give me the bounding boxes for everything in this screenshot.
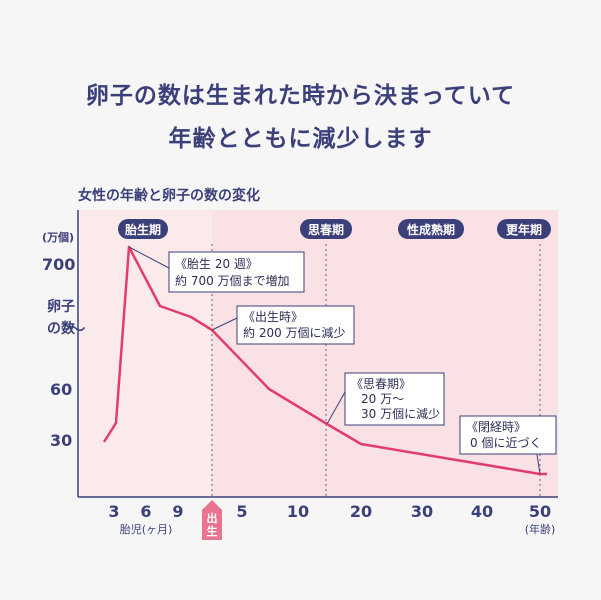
x-tick-label: 50 bbox=[529, 502, 551, 521]
stage-badge-label: 思春期 bbox=[308, 222, 344, 237]
birth-label: 出生 bbox=[207, 511, 218, 538]
annotation-birth: 《出生時》 約 200 万個に減少 bbox=[236, 305, 355, 345]
y-tick-label: 60 bbox=[50, 380, 72, 399]
x-tick-label: 10 bbox=[287, 502, 309, 521]
axis-break-icon: 〜 bbox=[66, 317, 86, 341]
annotation-line: 0 個に近づく bbox=[470, 436, 541, 450]
birth-marker: 出生 bbox=[202, 500, 222, 540]
leader-line bbox=[128, 246, 170, 269]
y-tick-label: 700 bbox=[42, 255, 75, 274]
x-tick-label: 3 bbox=[108, 502, 119, 521]
annotation-line: 《胎生 20 週》 bbox=[175, 257, 258, 271]
stage-badge-maturity: 性成熟期 bbox=[398, 219, 464, 239]
y-unit-label: (万個) bbox=[42, 230, 74, 244]
y-tick-label: 30 bbox=[50, 431, 72, 450]
annotation-menopause: 《閉経時》 0 個に近づく bbox=[459, 415, 557, 455]
x-unit-label: (年齢) bbox=[525, 522, 556, 536]
annotation-line: 約 700 万個まで増加 bbox=[175, 273, 290, 288]
stage-badge-menopause: 更年期 bbox=[497, 219, 551, 239]
x-prenatal-label: 胎児(ヶ月) bbox=[120, 522, 173, 536]
annotation-line: 20 万〜 bbox=[361, 392, 404, 406]
x-tick-label: 9 bbox=[172, 502, 183, 521]
x-tick-label: 5 bbox=[236, 502, 247, 521]
x-tick-label: 20 bbox=[350, 502, 372, 521]
leader-line bbox=[326, 391, 346, 425]
annotation-puberty: 《思春期》 20 万〜 30 万個に減少 bbox=[344, 372, 445, 426]
annotation-line: 《閉経時》 bbox=[466, 420, 526, 434]
stage-badge-label: 性成熟期 bbox=[406, 222, 455, 237]
chart-title: 女性の年齢と卵子の数の変化 bbox=[78, 188, 260, 204]
headline-line-2: 年齢とともに減少します bbox=[168, 126, 433, 152]
annotation-fetal-peak: 《胎生 20 週》 約 700 万個まで増加 bbox=[168, 251, 305, 293]
leader-line bbox=[211, 317, 238, 331]
stage-badge-label: 胎生期 bbox=[125, 222, 161, 237]
x-tick-label: 40 bbox=[471, 502, 493, 521]
annotation-line: 《思春期》 bbox=[351, 377, 411, 391]
x-tick-label: 6 bbox=[140, 502, 151, 521]
x-tick-label: 30 bbox=[411, 502, 433, 521]
stage-badge-label: 更年期 bbox=[506, 222, 542, 237]
y-axis-label: 卵子の数 bbox=[47, 298, 76, 337]
stage-badge-puberty: 思春期 bbox=[300, 219, 352, 239]
annotation-line: 30 万個に減少 bbox=[361, 406, 440, 421]
annotation-line: 《出生時》 bbox=[243, 310, 303, 324]
headline-line-1: 卵子の数は生まれた時から決まっていて bbox=[85, 83, 516, 109]
annotation-line: 約 200 万個に減少 bbox=[243, 325, 346, 340]
stage-badge-fetal: 胎生期 bbox=[118, 219, 168, 239]
